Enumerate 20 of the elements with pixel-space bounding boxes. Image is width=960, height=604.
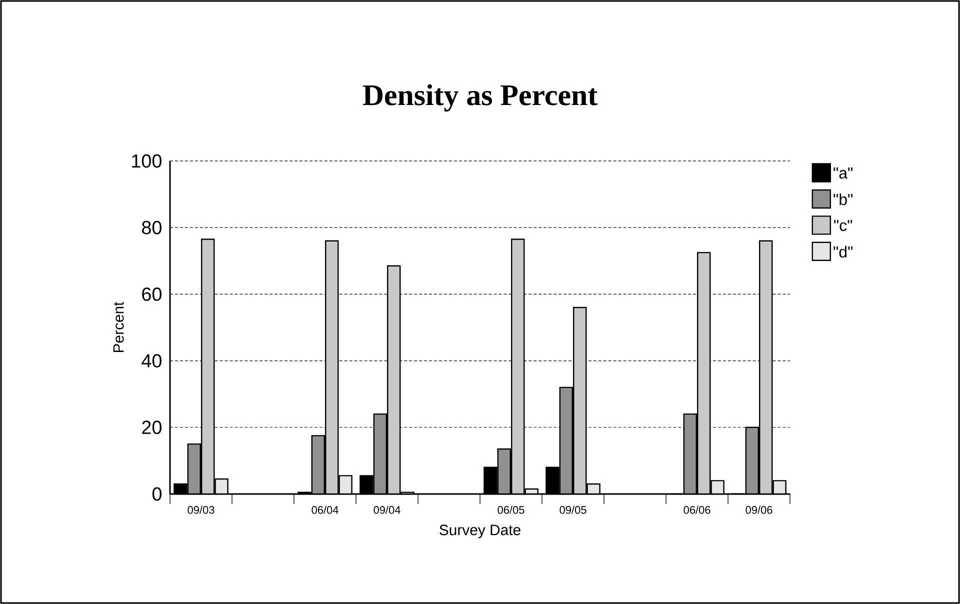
x-tick-label: 06/05 [498, 506, 524, 514]
y-tick-label: 40 [142, 354, 162, 368]
legend-label: "a" [834, 168, 852, 179]
legend-label: "c" [834, 220, 852, 232]
x-tick-label: 09/03 [188, 506, 214, 514]
y-tick-label: 20 [142, 420, 162, 434]
legend-label: "d" [834, 246, 852, 258]
x-tick-label: 06/06 [684, 506, 710, 514]
y-tick-label: 60 [142, 287, 162, 301]
x-tick-label: 06/04 [312, 506, 338, 514]
x-tick-label: 09/06 [746, 506, 772, 514]
y-tick-label: 0 [152, 487, 162, 501]
x-axis-title: Survey Date [440, 524, 520, 538]
y-tick-label: 80 [142, 220, 162, 234]
y-axis-title: Percent [113, 302, 124, 352]
y-tick-label: 100 [132, 154, 162, 168]
x-tick-label: 09/04 [374, 506, 400, 514]
x-tick-label: 09/05 [560, 506, 586, 514]
chart-title: Density as Percent [362, 84, 598, 112]
legend-label: "b" [834, 193, 852, 206]
